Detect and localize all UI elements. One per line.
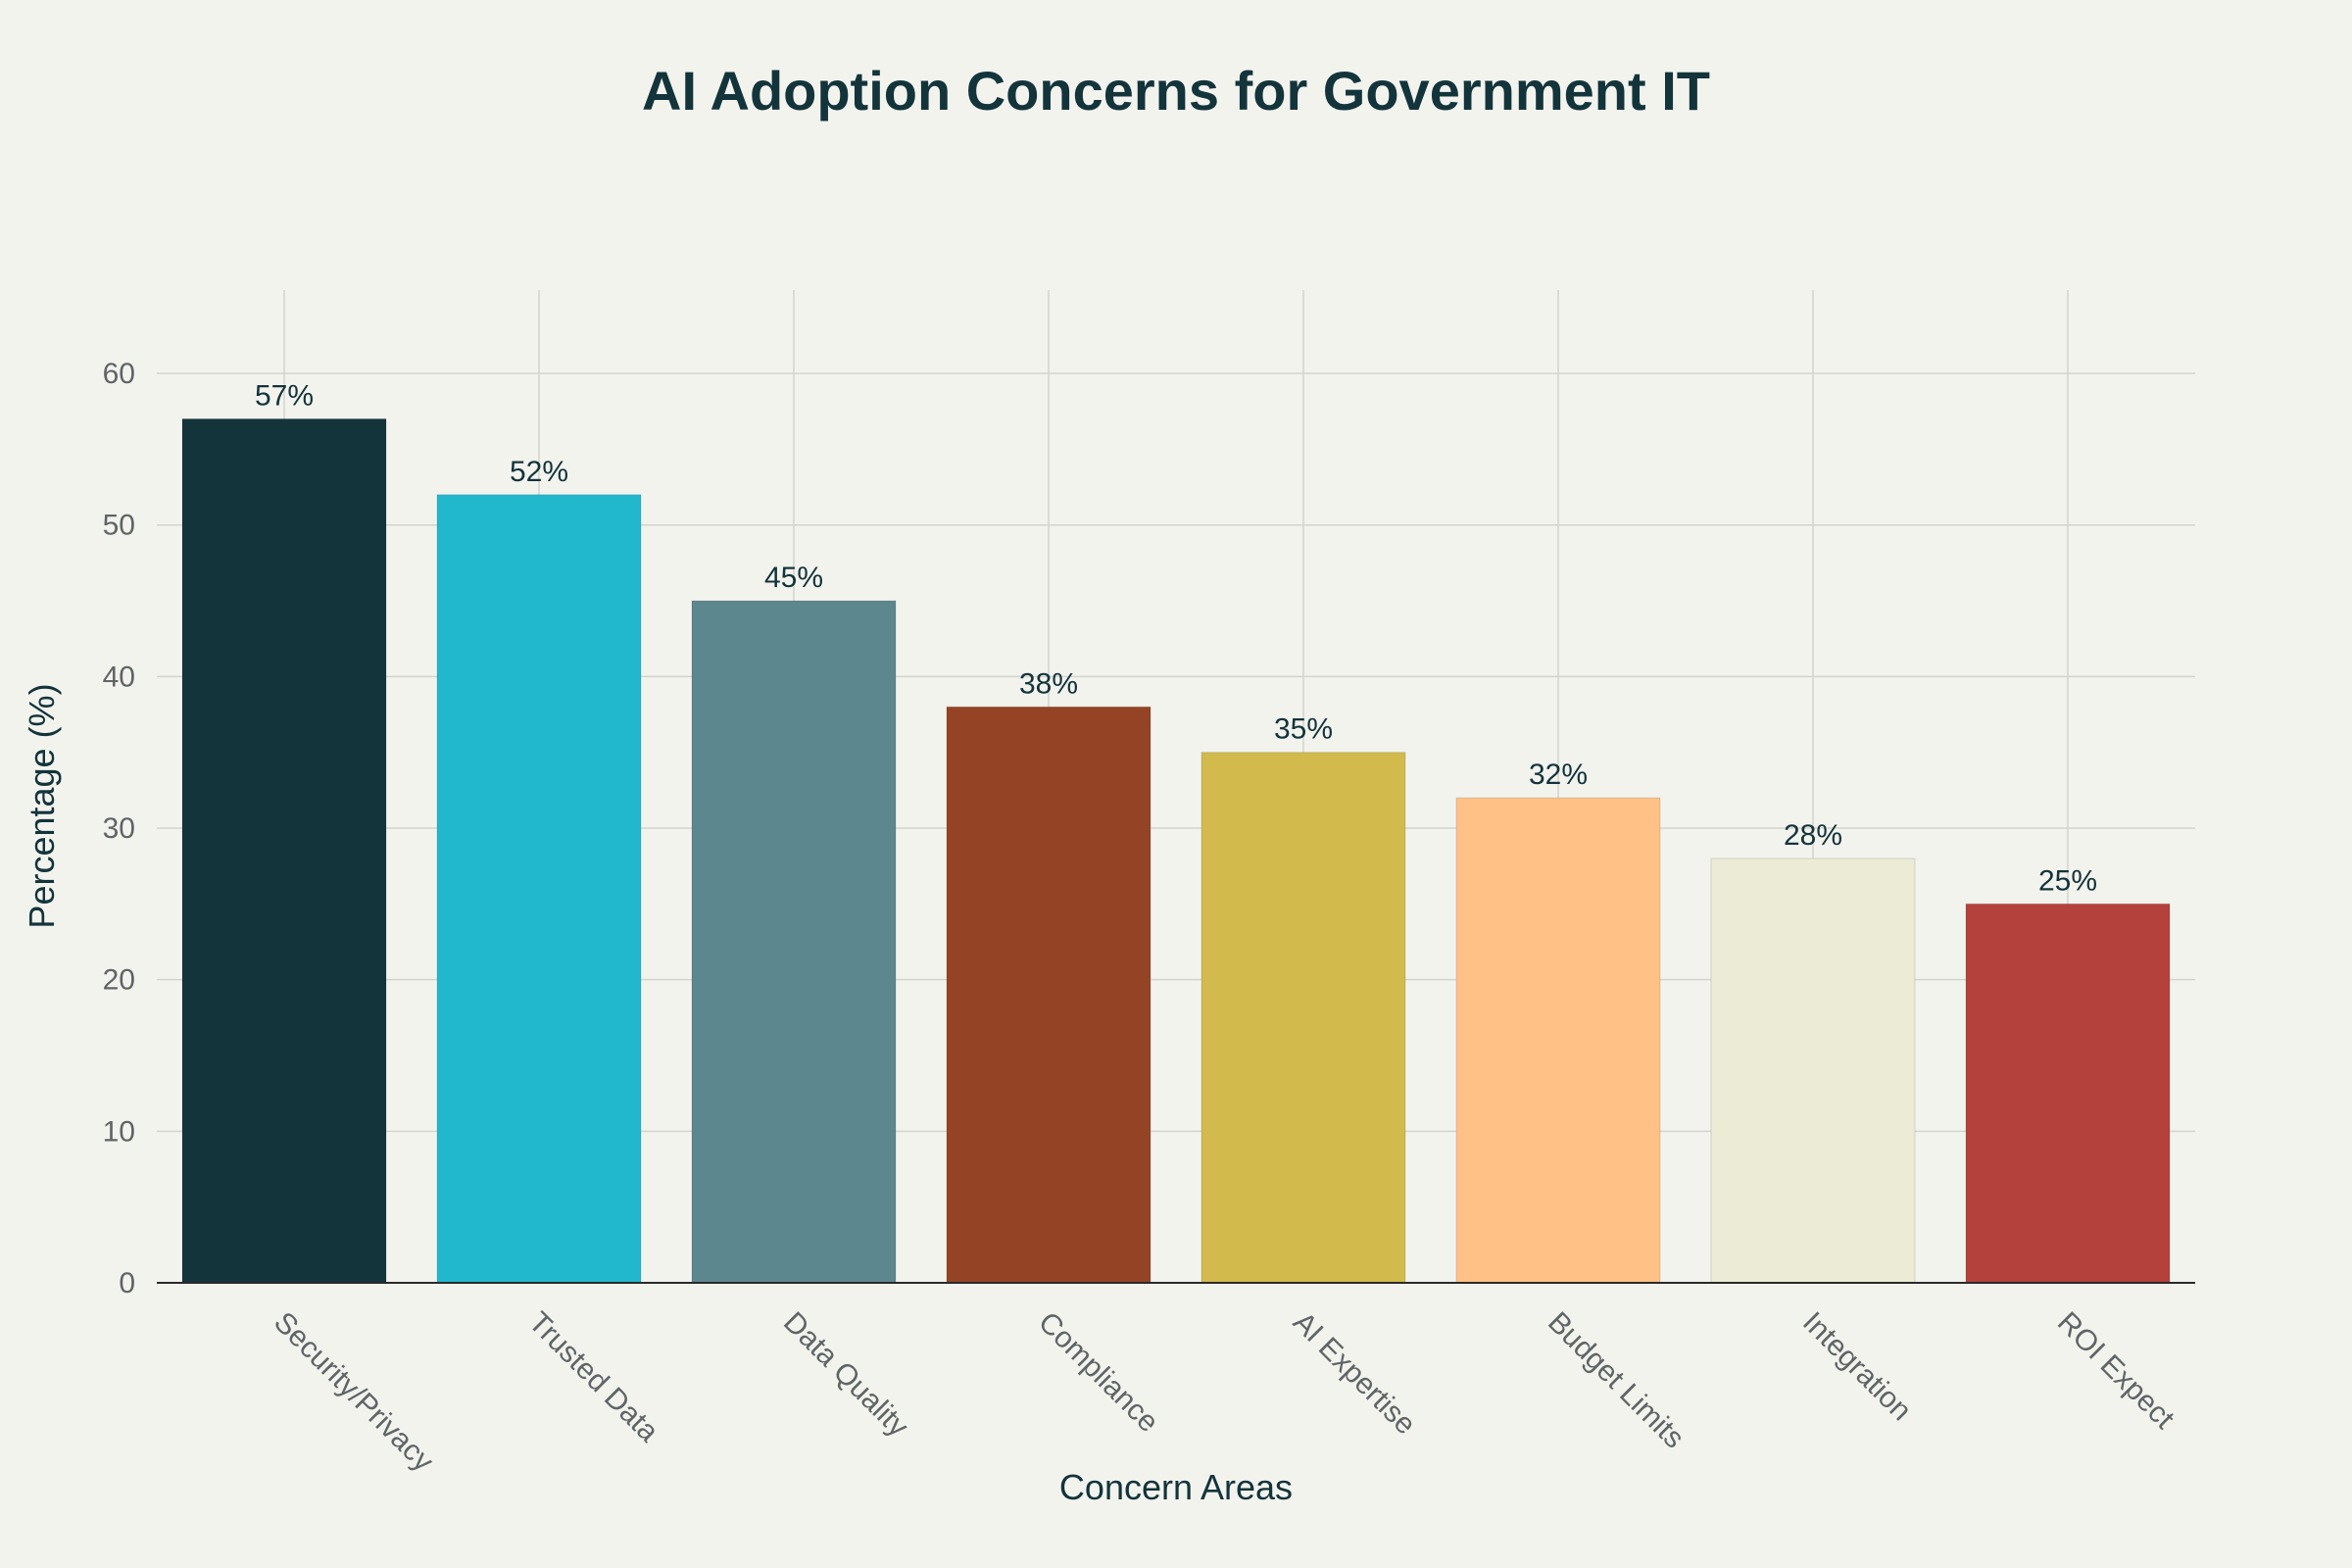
- bar-roi-expect[interactable]: [1965, 903, 2171, 1284]
- x-tick-label: Trusted Data: [522, 1306, 664, 1448]
- y-tick-label: 40: [103, 661, 135, 693]
- x-tick-label: AI Expertise: [1287, 1306, 1422, 1442]
- y-tick-label: 10: [103, 1115, 135, 1148]
- y-tick-label: 50: [103, 510, 135, 542]
- x-tick-label: Integration: [1796, 1306, 1918, 1428]
- bar-budget-limits[interactable]: [1455, 797, 1661, 1284]
- y-tick-label: 20: [103, 964, 135, 997]
- bar-value-label: 32%: [1529, 759, 1588, 791]
- x-axis-title: Concern Areas: [1059, 1467, 1293, 1507]
- bar-value-label: 45%: [764, 562, 823, 594]
- bar-ai-expertise[interactable]: [1200, 752, 1406, 1284]
- x-tick-label: Security/Privacy: [268, 1306, 439, 1478]
- bar-value-label: 38%: [1019, 667, 1078, 700]
- bar-security-privacy[interactable]: [181, 417, 387, 1284]
- chart-title: AI Adoption Concerns for Government IT: [642, 60, 1710, 122]
- y-axis-title: Percentage (%): [22, 683, 62, 928]
- bar-value-label: 57%: [255, 379, 314, 412]
- bar-compliance[interactable]: [946, 706, 1152, 1284]
- y-tick-label: 60: [103, 358, 135, 390]
- x-tick-label: Budget Limits: [1542, 1306, 1690, 1455]
- bar-value-label: 52%: [510, 456, 568, 488]
- x-tick-label: Data Quality: [777, 1306, 914, 1444]
- bar-integration[interactable]: [1710, 858, 1916, 1284]
- y-tick-label: 30: [103, 812, 135, 845]
- bar-value-label: 25%: [2038, 864, 2097, 897]
- bar-value-label: 35%: [1274, 713, 1333, 746]
- x-tick-label: Compliance: [1032, 1306, 1164, 1439]
- bar-data-quality[interactable]: [691, 600, 897, 1284]
- bar-trusted-data[interactable]: [436, 494, 642, 1284]
- x-tick-label: ROI Expect: [2051, 1306, 2180, 1436]
- bar-value-label: 28%: [1784, 819, 1842, 852]
- y-tick-label: 0: [119, 1267, 135, 1299]
